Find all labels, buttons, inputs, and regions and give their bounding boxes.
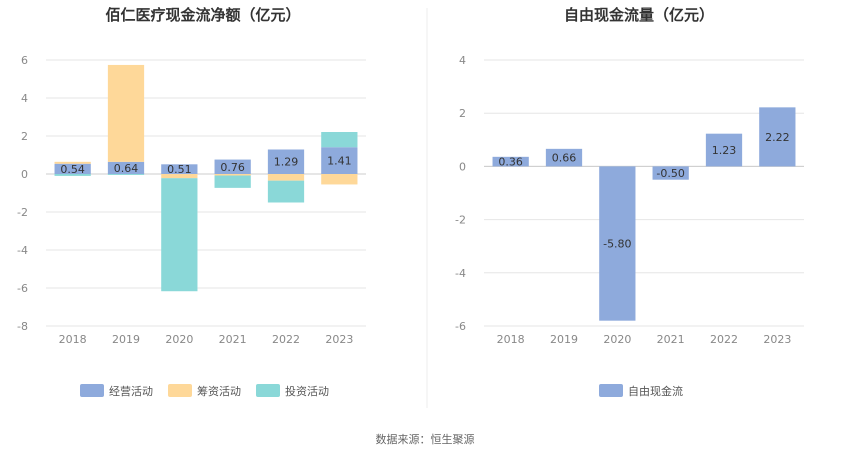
x-tick-label: 2020 <box>165 333 193 346</box>
free-cash-flow-chart: 自由现金流量（亿元） -6 -4 -2 0 2 4 0.36 0.66 -5.80 -0.50 1… <box>455 6 804 398</box>
bar-自由现金流 <box>599 166 636 321</box>
data-label: 1.41 <box>327 155 352 168</box>
y-tick-label: -8 <box>17 320 28 333</box>
y-tick-label: 6 <box>21 54 28 67</box>
data-label: 2.22 <box>765 131 790 144</box>
x-tick-label: 2020 <box>603 333 631 346</box>
legend-swatch <box>168 384 192 397</box>
bar-筹资活动 <box>267 174 305 181</box>
x-tick-label: 2022 <box>710 333 738 346</box>
y-tick-label: 0 <box>459 160 466 173</box>
y-tick-label: -6 <box>455 320 466 333</box>
data-label: -5.80 <box>603 238 631 251</box>
bar-自由现金流 <box>759 107 796 167</box>
y-grid <box>484 59 804 327</box>
bar-筹资活动 <box>161 174 198 179</box>
data-label: 0.66 <box>552 152 577 165</box>
source-note: 数据来源：恒生聚源 <box>376 432 475 446</box>
chart-title: 佰仁医疗现金流净额（亿元） <box>105 6 300 24</box>
y-grid <box>46 59 366 327</box>
bar-经营活动 <box>107 161 145 174</box>
x-tick-label: 2021 <box>657 333 685 346</box>
x-tick-label: 2019 <box>550 333 578 346</box>
x-tick-label: 2021 <box>219 333 247 346</box>
bar-投资活动 <box>161 178 198 292</box>
data-label: 0.76 <box>220 161 245 174</box>
bar-投资活动 <box>107 174 145 175</box>
bar-经营活动 <box>214 159 251 174</box>
bar-投资活动 <box>267 180 305 203</box>
legend-label: 筹资活动 <box>197 384 241 398</box>
legend: 自由现金流 <box>599 384 683 398</box>
y-tick-label: 4 <box>459 54 466 67</box>
data-label: 1.23 <box>712 144 737 157</box>
bar-经营活动 <box>54 163 91 174</box>
bar-经营活动 <box>321 147 358 174</box>
bar-筹资活动 <box>321 174 358 185</box>
y-tick-label: -4 <box>455 267 466 280</box>
bar-投资活动 <box>214 175 251 188</box>
data-label: 0.36 <box>498 156 523 169</box>
x-tick-label: 2018 <box>497 333 525 346</box>
bar-筹资活动 <box>54 161 91 164</box>
data-label: 0.64 <box>114 162 139 175</box>
legend-swatch <box>80 384 104 397</box>
bar-series <box>54 64 358 292</box>
y-tick-label: 0 <box>21 168 28 181</box>
y-tick-label: -6 <box>17 282 28 295</box>
data-label: 1.29 <box>274 156 299 169</box>
x-tick-label: 2019 <box>112 333 140 346</box>
bar-series <box>492 107 796 321</box>
legend-swatch <box>256 384 280 397</box>
bar-自由现金流 <box>652 166 689 180</box>
legend: 经营活动 筹资活动 投资活动 <box>80 384 329 398</box>
y-axis-ticks: -6 -4 -2 0 2 4 <box>455 54 466 333</box>
legend-label: 经营活动 <box>109 384 153 398</box>
legend-swatch <box>599 384 623 397</box>
data-label: 0.51 <box>167 163 192 176</box>
x-axis-ticks: 2018 2019 2020 2021 2022 2023 <box>497 333 792 346</box>
bar-筹资活动 <box>107 64 145 162</box>
legend-label: 投资活动 <box>285 384 329 398</box>
y-tick-label: -2 <box>17 206 28 219</box>
bar-自由现金流 <box>705 133 743 167</box>
bar-自由现金流 <box>492 156 529 167</box>
y-tick-label: 2 <box>459 107 466 120</box>
legend-label: 自由现金流 <box>628 384 683 398</box>
x-tick-label: 2023 <box>763 333 791 346</box>
y-tick-label: 4 <box>21 92 28 105</box>
data-labels: 0.54 0.64 0.51 0.76 1.29 1.41 <box>60 155 351 177</box>
x-tick-label: 2023 <box>325 333 353 346</box>
y-tick-label: -2 <box>455 214 466 227</box>
bar-筹资活动 <box>214 174 251 176</box>
data-label: 0.54 <box>60 163 85 176</box>
data-labels: 0.36 0.66 -5.80 -0.50 1.23 2.22 <box>498 131 789 251</box>
bar-投资活动 <box>54 174 91 176</box>
y-tick-label: 2 <box>21 130 28 143</box>
x-tick-label: 2022 <box>272 333 300 346</box>
x-axis-ticks: 2018 2019 2020 2021 2022 2023 <box>59 333 354 346</box>
bar-自由现金流 <box>545 148 583 167</box>
bar-经营活动 <box>161 164 198 174</box>
y-axis-ticks: -8 -6 -4 -2 0 2 4 6 <box>17 54 28 333</box>
bar-经营活动 <box>267 149 305 174</box>
chart-title: 自由现金流量（亿元） <box>564 6 714 24</box>
bar-投资活动 <box>321 132 358 148</box>
y-tick-label: -4 <box>17 244 28 257</box>
data-label: -0.50 <box>656 167 684 180</box>
x-tick-label: 2018 <box>59 333 87 346</box>
